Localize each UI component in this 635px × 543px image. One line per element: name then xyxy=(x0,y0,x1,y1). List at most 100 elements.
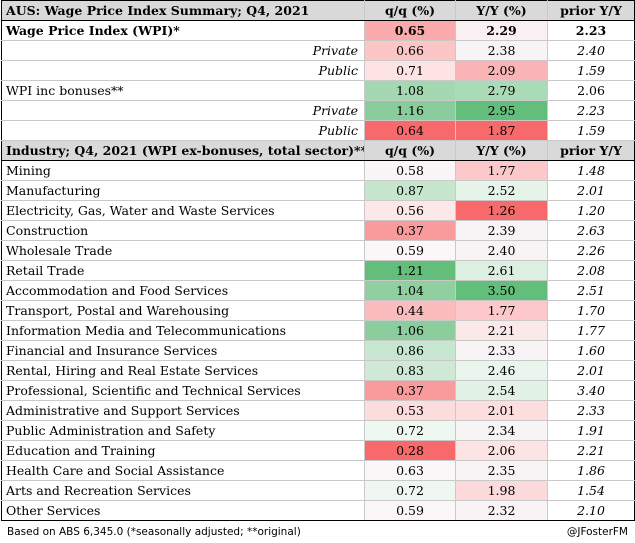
industry-label: Other Services xyxy=(1,500,365,521)
industry-label: Health Care and Social Assistance xyxy=(1,460,365,481)
yy-cell: 2.34 xyxy=(455,420,548,441)
prior-cell: 2.23 xyxy=(547,100,635,121)
qq-cell: 1.21 xyxy=(364,260,456,281)
qq-cell: 0.64 xyxy=(364,120,456,141)
industry-row: Rental, Hiring and Real Estate Services … xyxy=(1,360,635,381)
prior-cell: 2.10 xyxy=(547,500,635,521)
yy-cell: 2.32 xyxy=(455,500,548,521)
industry-row: Administrative and Support Services 0.53… xyxy=(1,400,635,421)
row-label: WPI inc bonuses** xyxy=(1,80,365,101)
prior-cell: 2.21 xyxy=(547,440,635,461)
qq-cell: 1.04 xyxy=(364,280,456,301)
qq-cell: 0.66 xyxy=(364,40,456,61)
prior-cell: 2.01 xyxy=(547,180,635,201)
industry-row: Financial and Insurance Services 0.86 2.… xyxy=(1,340,635,361)
yy-cell: 2.29 xyxy=(455,20,548,41)
yy-cell: 3.50 xyxy=(455,280,548,301)
qq-cell: 0.37 xyxy=(364,220,456,241)
row-label: Private xyxy=(1,100,365,121)
industry-label: Accommodation and Food Services xyxy=(1,280,365,301)
qq-cell: 1.06 xyxy=(364,320,456,341)
prior-cell: 2.08 xyxy=(547,260,635,281)
prior-cell: 2.63 xyxy=(547,220,635,241)
industry-row: Transport, Postal and Warehousing 0.44 1… xyxy=(1,300,635,321)
industry-label: Transport, Postal and Warehousing xyxy=(1,300,365,321)
prior-cell: 2.01 xyxy=(547,360,635,381)
qq-cell: 0.72 xyxy=(364,420,456,441)
prior-cell: 1.86 xyxy=(547,460,635,481)
industry-label: Public Administration and Safety xyxy=(1,420,365,441)
summary-row-bonuses-public: Public 0.64 1.87 1.59 xyxy=(1,120,635,141)
row-label: Wage Price Index (WPI)* xyxy=(1,20,365,41)
prior-cell: 3.40 xyxy=(547,380,635,401)
industry-row: Health Care and Social Assistance 0.63 2… xyxy=(1,460,635,481)
industry-title: Industry; Q4, 2021 (WPI ex-bonuses, tota… xyxy=(1,140,365,161)
qq-cell: 0.37 xyxy=(364,380,456,401)
qq-cell: 1.08 xyxy=(364,80,456,101)
yy-cell: 1.26 xyxy=(455,200,548,221)
yy-cell: 2.61 xyxy=(455,260,548,281)
summary-header-row: AUS: Wage Price Index Summary; Q4, 2021 … xyxy=(1,0,635,21)
wpi-table: AUS: Wage Price Index Summary; Q4, 2021 … xyxy=(1,0,635,521)
industry-label: Rental, Hiring and Real Estate Services xyxy=(1,360,365,381)
row-label: Private xyxy=(1,40,365,61)
industry-label: Construction xyxy=(1,220,365,241)
yy-cell: 2.33 xyxy=(455,340,548,361)
prior-cell: 1.60 xyxy=(547,340,635,361)
yy-cell: 2.95 xyxy=(455,100,548,121)
industry-label: Professional, Scientific and Technical S… xyxy=(1,380,365,401)
yy-cell: 2.54 xyxy=(455,380,548,401)
industry-label: Administrative and Support Services xyxy=(1,400,365,421)
industry-row: Other Services 0.59 2.32 2.10 xyxy=(1,500,635,521)
industry-row: Construction 0.37 2.39 2.63 xyxy=(1,220,635,241)
qq-cell: 1.16 xyxy=(364,100,456,121)
author-credit: @JFosterFM xyxy=(566,526,628,538)
prior-cell: 2.33 xyxy=(547,400,635,421)
prior-cell: 2.06 xyxy=(547,80,635,101)
qq-column-header: q/q (%) xyxy=(364,0,456,21)
prior-cell: 2.26 xyxy=(547,240,635,261)
row-label: Public xyxy=(1,60,365,81)
qq-cell: 0.87 xyxy=(364,180,456,201)
prior-cell: 2.40 xyxy=(547,40,635,61)
industry-row: Professional, Scientific and Technical S… xyxy=(1,380,635,401)
yy-cell: 2.35 xyxy=(455,460,548,481)
yy-column-header: Y/Y (%) xyxy=(455,0,548,21)
industry-row: Wholesale Trade 0.59 2.40 2.26 xyxy=(1,240,635,261)
prior-cell: 1.59 xyxy=(547,60,635,81)
industry-label: Education and Training xyxy=(1,440,365,461)
qq-cell: 0.53 xyxy=(364,400,456,421)
footer: Based on ABS 6,345.0 (*seasonally adjust… xyxy=(1,521,634,543)
source-note: Based on ABS 6,345.0 (*seasonally adjust… xyxy=(7,526,301,538)
prior-cell: 2.51 xyxy=(547,280,635,301)
summary-row-wpi-bonuses: WPI inc bonuses** 1.08 2.79 2.06 xyxy=(1,80,635,101)
yy-cell: 1.77 xyxy=(455,300,548,321)
yy-column-header: Y/Y (%) xyxy=(455,140,548,161)
prior-cell: 1.91 xyxy=(547,420,635,441)
summary-row-bonuses-private: Private 1.16 2.95 2.23 xyxy=(1,100,635,121)
yy-cell: 2.06 xyxy=(455,440,548,461)
prior-cell: 1.59 xyxy=(547,120,635,141)
prior-cell: 1.20 xyxy=(547,200,635,221)
industry-label: Arts and Recreation Services xyxy=(1,480,365,501)
yy-cell: 2.01 xyxy=(455,400,548,421)
industry-label: Financial and Insurance Services xyxy=(1,340,365,361)
yy-cell: 2.38 xyxy=(455,40,548,61)
industry-label: Retail Trade xyxy=(1,260,365,281)
qq-cell: 0.58 xyxy=(364,160,456,181)
yy-cell: 2.39 xyxy=(455,220,548,241)
qq-cell: 0.63 xyxy=(364,460,456,481)
prior-column-header: prior Y/Y xyxy=(547,140,635,161)
industry-row: Retail Trade 1.21 2.61 2.08 xyxy=(1,260,635,281)
prior-cell: 1.54 xyxy=(547,480,635,501)
yy-cell: 1.87 xyxy=(455,120,548,141)
qq-column-header: q/q (%) xyxy=(364,140,456,161)
yy-cell: 2.52 xyxy=(455,180,548,201)
qq-cell: 0.72 xyxy=(364,480,456,501)
qq-cell: 0.65 xyxy=(364,20,456,41)
prior-cell: 1.70 xyxy=(547,300,635,321)
industry-row: Mining 0.58 1.77 1.48 xyxy=(1,160,635,181)
yy-cell: 2.46 xyxy=(455,360,548,381)
yy-cell: 1.98 xyxy=(455,480,548,501)
